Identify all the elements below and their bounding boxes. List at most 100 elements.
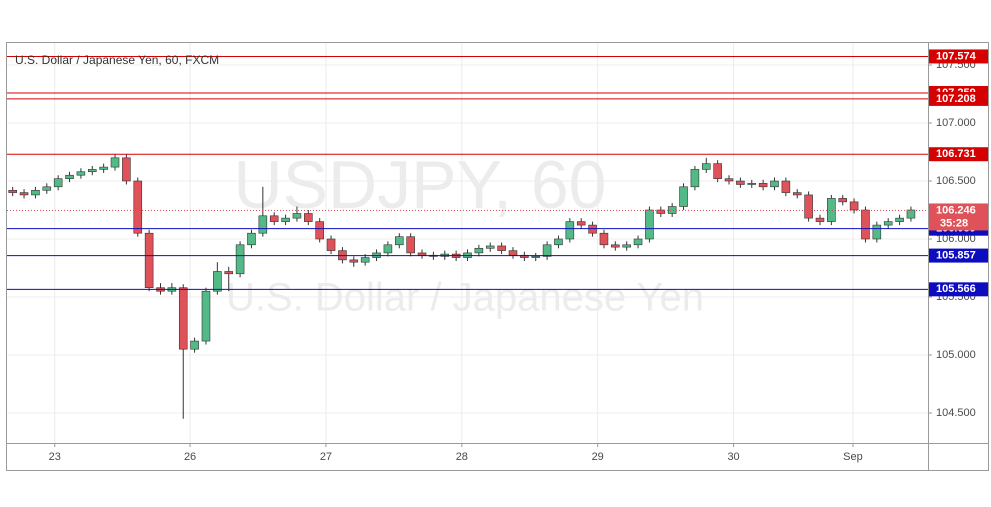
- watermark-name: U.S. Dollar / Japanese Yen: [226, 276, 704, 320]
- candle-body: [53, 178, 63, 188]
- candle-body: [406, 236, 415, 254]
- candle-body: [770, 180, 779, 188]
- candle-body: [849, 201, 859, 211]
- candle-body: [611, 244, 620, 248]
- candle-body: [235, 244, 245, 275]
- watermark-symbol: USDJPY, 60: [234, 147, 607, 223]
- candle-body: [19, 192, 29, 196]
- candle-body: [861, 209, 870, 240]
- candle-body: [895, 217, 904, 222]
- candle-body: [349, 259, 359, 263]
- candle-body: [42, 186, 52, 191]
- candle-body: [554, 238, 563, 246]
- candle-body: [110, 157, 120, 168]
- candle-body: [304, 213, 313, 222]
- candle-body: [599, 232, 609, 246]
- candle-body: [31, 189, 40, 196]
- candle-body: [292, 213, 302, 219]
- x-tick-label: 26: [184, 451, 196, 463]
- candle-body: [485, 245, 495, 249]
- y-tick-label: 104.500: [936, 407, 976, 419]
- y-tick-label: 105.000: [936, 349, 976, 361]
- candle-body: [701, 163, 711, 170]
- level-label-box: [929, 49, 988, 64]
- candle-body: [690, 169, 700, 188]
- candle-body: [315, 221, 324, 240]
- candle-body: [497, 245, 506, 251]
- candle-body: [713, 163, 722, 179]
- candle-body: [201, 290, 211, 342]
- level-label-box: [929, 91, 988, 106]
- candle-body: [724, 178, 734, 182]
- candle-body: [815, 217, 825, 222]
- candle-body: [76, 171, 86, 176]
- candle-body: [394, 236, 404, 246]
- candle-body: [804, 194, 813, 219]
- candle-body: [565, 221, 575, 240]
- candle-body: [178, 287, 188, 350]
- candle-body: [247, 232, 256, 246]
- candle-body: [576, 221, 586, 226]
- candle-body: [656, 209, 666, 214]
- candle-body: [508, 250, 518, 256]
- candle-body: [792, 192, 802, 196]
- candle-body: [281, 217, 290, 222]
- candle-body: [224, 271, 234, 275]
- plot: [7, 55, 928, 419]
- candle-body: [531, 256, 541, 258]
- x-tick-label: Sep: [843, 451, 863, 463]
- candle-body: [258, 215, 268, 234]
- x-tick-label: 30: [727, 451, 739, 463]
- candle-body: [872, 224, 882, 240]
- candle-body: [144, 232, 154, 289]
- candle-body: [360, 257, 370, 263]
- candle-body: [645, 209, 654, 240]
- candle-body: [122, 157, 131, 182]
- y-tick-label: 106.500: [936, 175, 976, 187]
- candle-body: [633, 238, 643, 246]
- candle-body: [326, 238, 336, 251]
- x-tick-label: 23: [49, 451, 61, 463]
- candle-body: [8, 189, 17, 193]
- last-price-box: [929, 203, 988, 231]
- candle-body: [269, 215, 279, 222]
- candle-body: [99, 166, 108, 170]
- last-price-label: 106.246: [936, 204, 976, 216]
- candle-body: [758, 183, 768, 188]
- candle-body: [417, 252, 427, 256]
- countdown: 35:28: [940, 217, 968, 229]
- level-label-box: [929, 147, 988, 162]
- candle-body: [781, 180, 791, 193]
- level-label: 105.566: [936, 283, 976, 295]
- grid: [7, 43, 928, 443]
- axes: 104.500105.000105.500106.000106.500107.0…: [49, 49, 988, 463]
- candle-body: [474, 247, 484, 254]
- chart-title: U.S. Dollar / Japanese Yen, 60, FXCM: [15, 53, 219, 67]
- y-tick-label: 107.000: [936, 117, 976, 129]
- candle-body: [679, 186, 688, 207]
- candle-body: [883, 221, 893, 226]
- candle-body: [667, 206, 677, 214]
- candle-body: [827, 198, 836, 222]
- candle-body: [65, 174, 74, 179]
- candle-body: [133, 180, 143, 234]
- y-tick-label: 106.000: [936, 233, 976, 245]
- candle-body: [383, 244, 393, 254]
- level-label-box: [929, 248, 988, 263]
- candle-body: [190, 340, 199, 350]
- candle-body: [747, 183, 757, 185]
- candle-body: [906, 209, 916, 219]
- candle-body: [542, 244, 552, 257]
- level-label-box: [929, 282, 988, 297]
- x-tick-label: 28: [456, 451, 468, 463]
- level-label: 106.731: [936, 148, 976, 160]
- candle-body: [736, 180, 745, 185]
- x-tick-label: 27: [320, 451, 332, 463]
- level-label: 105.857: [936, 249, 976, 261]
- candle-body: [213, 271, 222, 292]
- candle-body: [622, 244, 631, 248]
- level-label: 107.574: [936, 50, 977, 62]
- candle-body: [87, 169, 97, 173]
- candle-body: [838, 198, 848, 203]
